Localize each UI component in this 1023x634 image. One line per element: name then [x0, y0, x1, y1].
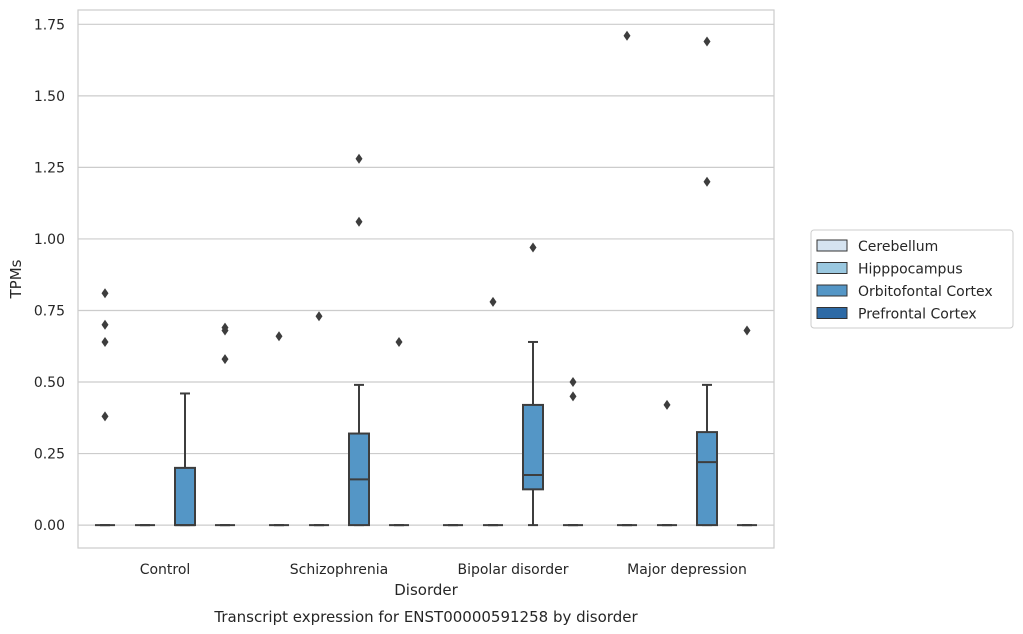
outlier-point — [489, 296, 497, 307]
outlier-point — [743, 325, 751, 336]
outlier-point — [569, 377, 577, 388]
outlier-point — [623, 30, 631, 41]
legend-swatch — [816, 284, 848, 297]
box-cerebellum — [95, 288, 115, 527]
outlier-point — [221, 354, 229, 365]
x-axis-ticks: Control Schizophrenia Bipolar disorder Majo… — [140, 562, 747, 578]
legend-label: Hipppocampus — [858, 262, 963, 278]
outlier-point — [569, 391, 577, 402]
legend-frame — [810, 229, 1014, 329]
grid-lines — [78, 23, 774, 526]
y-tick-label: 0.50 — [34, 375, 65, 391]
box-series — [95, 30, 757, 527]
y-axis-label: TPMs — [7, 259, 25, 299]
outlier-point — [101, 336, 109, 347]
x-tick-label: Schizophrenia — [290, 562, 388, 578]
y-tick-label: 1.25 — [34, 160, 65, 176]
outlier-point — [355, 216, 363, 227]
legend-swatch — [816, 262, 848, 274]
x-axis-label: Disorder — [394, 581, 458, 599]
y-tick-label: 1.50 — [34, 89, 65, 105]
y-tick-label: 0.25 — [34, 447, 65, 463]
outlier-point — [221, 322, 229, 333]
box-prefrontal-cortex — [215, 322, 235, 527]
legend-swatch — [816, 239, 848, 252]
box-hipppocampus — [309, 311, 329, 527]
legend-label: Orbitofontal Cortex — [858, 284, 993, 300]
y-axis-ticks: 0.00 0.25 0.50 0.75 1.00 1.25 1.50 1.75 — [34, 17, 65, 534]
y-tick-label: 1.75 — [34, 17, 65, 33]
outlier-point — [101, 411, 109, 422]
box-orbitofontal-cortex — [522, 242, 544, 527]
legend-label: Prefrontal Cortex — [858, 307, 977, 323]
outlier-point — [315, 311, 323, 322]
box-hipppocampus — [483, 296, 503, 527]
outlier-point — [703, 176, 711, 187]
x-tick-label: Control — [140, 562, 191, 578]
box-hipppocampus — [657, 399, 677, 527]
box-orbitofontal-cortex — [174, 392, 196, 527]
outlier-point — [355, 153, 363, 164]
plot-frame — [77, 9, 775, 549]
box-orbitofontal-cortex — [696, 36, 718, 527]
box-prefrontal-cortex — [389, 336, 409, 527]
box-orbitofontal-cortex — [348, 153, 370, 527]
x-tick-label: Bipolar disorder — [457, 562, 568, 578]
outlier-point — [529, 242, 537, 253]
legend: Cerebellum Hipppocampus Orbitofontal Corte… — [810, 229, 1014, 329]
y-tick-label: 0.00 — [34, 518, 65, 534]
y-tick-label: 0.75 — [34, 303, 65, 319]
box-rect — [696, 431, 718, 527]
box-cerebellum — [269, 331, 289, 527]
legend-label: Cerebellum — [858, 239, 938, 255]
legend-swatch — [816, 307, 848, 319]
outlier-point — [101, 288, 109, 299]
box-prefrontal-cortex — [737, 325, 757, 527]
outlier-point — [395, 336, 403, 347]
outlier-point — [101, 319, 109, 330]
outlier-point — [703, 36, 711, 47]
outlier-point — [663, 399, 671, 410]
x-tick-label: Major depression — [627, 562, 747, 578]
outlier-point — [275, 331, 283, 342]
chart-title: Transcript expression for ENST0000059125… — [213, 608, 638, 626]
box-rect — [174, 466, 196, 527]
y-tick-label: 1.00 — [34, 232, 65, 248]
box-cerebellum — [617, 30, 637, 527]
box-rect — [522, 403, 544, 491]
box-prefrontal-cortex — [563, 377, 583, 527]
